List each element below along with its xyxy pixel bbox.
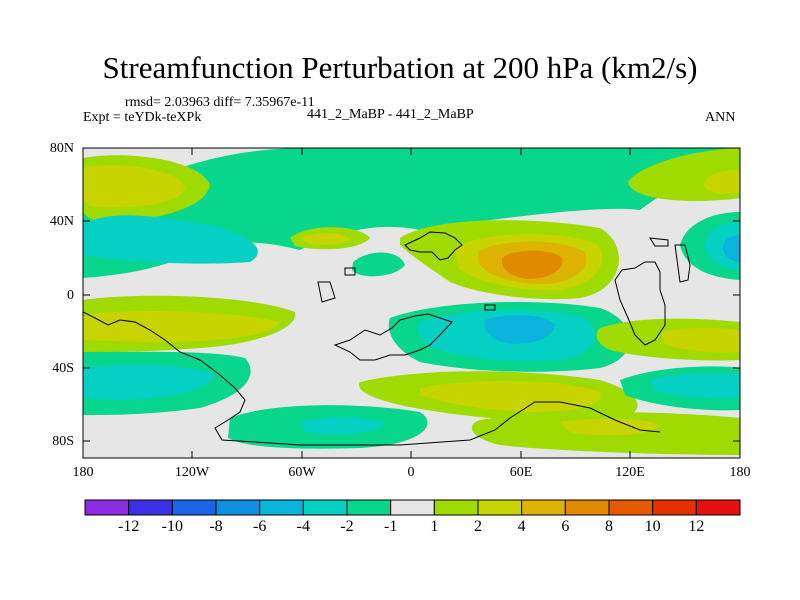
colorbar-label: -1 bbox=[383, 518, 398, 535]
coast-africa bbox=[333, 313, 453, 361]
coast-misc bbox=[317, 267, 496, 311]
contour-ne-yellow bbox=[704, 170, 740, 194]
coastlines bbox=[83, 231, 691, 446]
colorbar-label: 6 bbox=[561, 518, 570, 535]
contour-fields bbox=[83, 148, 740, 455]
ytick-40s: 40S bbox=[52, 361, 74, 376]
contour-c-cyan bbox=[352, 252, 405, 277]
colorbar-swatch bbox=[652, 499, 697, 516]
colorbar-swatch bbox=[390, 499, 435, 516]
contour-e-blue bbox=[722, 235, 740, 262]
ytick-0: 0 bbox=[67, 288, 74, 303]
colorbar-label: 2 bbox=[474, 518, 482, 535]
colorbar-swatch bbox=[84, 499, 130, 516]
colorbar-swatch bbox=[564, 499, 610, 516]
tick-marks bbox=[83, 147, 740, 458]
xtick-180w: 180 bbox=[72, 465, 94, 480]
colorbar-label: 8 bbox=[605, 518, 613, 535]
ytick-80s: 80S bbox=[52, 434, 74, 449]
colorbar-label: 10 bbox=[644, 518, 661, 535]
colorbar-label: -2 bbox=[340, 518, 354, 535]
colorbar-label: -6 bbox=[252, 518, 267, 535]
colorbar-swatch bbox=[695, 499, 741, 516]
experiment-label: Expt = teYDk-teXPk bbox=[83, 110, 202, 125]
contour-n-band bbox=[83, 148, 740, 278]
comparison-label: 441_2_MaBP - 441_2_MaBP bbox=[307, 107, 474, 122]
xtick-0: 0 bbox=[407, 465, 415, 480]
colorbar-label: -4 bbox=[296, 518, 310, 535]
colorbar-swatch bbox=[259, 499, 304, 516]
xtick-120e: 120E bbox=[615, 465, 645, 480]
colorbar-swatch bbox=[433, 499, 479, 516]
contour-fse-cyan2 bbox=[650, 372, 740, 399]
colorbar-swatch bbox=[346, 499, 392, 516]
contour-c-yellow bbox=[302, 232, 350, 245]
coast-na bbox=[649, 237, 691, 283]
xtick-180e: 180 bbox=[729, 465, 751, 480]
xtick-60w: 60W bbox=[288, 465, 316, 480]
colorbar-swatch bbox=[608, 499, 654, 516]
colorbar-swatch bbox=[302, 499, 348, 516]
coast-south-america bbox=[83, 311, 661, 446]
contour-sw-cyan2 bbox=[83, 364, 215, 400]
contour-sb-cyan2 bbox=[300, 416, 385, 434]
coast-europe bbox=[404, 231, 463, 261]
colorbar-swatch bbox=[521, 499, 566, 516]
contour-fse-yellow bbox=[660, 328, 740, 353]
colorbar-label: 4 bbox=[517, 518, 526, 535]
xtick-120w: 120W bbox=[174, 465, 210, 480]
coast-asia-east bbox=[614, 261, 666, 346]
colorbar-label: -10 bbox=[161, 518, 183, 535]
colorbar-swatch bbox=[171, 499, 217, 516]
contour-asia-core bbox=[502, 250, 563, 279]
colorbar-swatch bbox=[128, 499, 173, 516]
xtick-60e: 60E bbox=[509, 465, 533, 480]
colorbar-label: -12 bbox=[117, 518, 140, 535]
season-label: ANN bbox=[705, 110, 736, 125]
contour-se-yellow bbox=[420, 380, 601, 412]
colorbar-swatch bbox=[477, 499, 523, 516]
colorbar bbox=[84, 499, 741, 516]
plot-title: Streamfunction Perturbation at 200 hPa (… bbox=[102, 50, 698, 85]
colorbar-swatch bbox=[215, 499, 261, 516]
colorbar-label: 1 bbox=[430, 518, 439, 535]
ytick-80n: 80N bbox=[49, 141, 74, 156]
colorbar-label: -8 bbox=[209, 518, 223, 535]
contour-cs-blue bbox=[484, 315, 555, 344]
stats-label: rmsd= 2.03963 diff= 7.35967e-11 bbox=[125, 95, 315, 110]
contour-w-cyan bbox=[83, 215, 258, 264]
contour-sw-yellow bbox=[83, 310, 280, 342]
contour-nw-yellow bbox=[83, 165, 185, 208]
ytick-40n: 40N bbox=[49, 214, 74, 229]
contour-sb-yellow bbox=[560, 418, 660, 436]
colorbar-label: 12 bbox=[688, 518, 705, 535]
